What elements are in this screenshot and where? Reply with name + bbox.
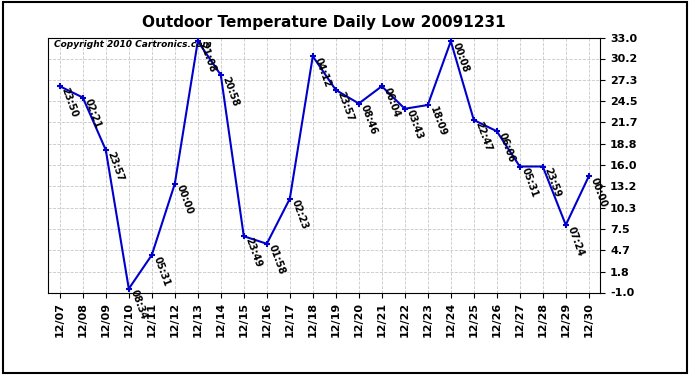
Text: 05:31: 05:31 <box>152 255 172 288</box>
Text: 03:43: 03:43 <box>405 109 425 141</box>
Text: 23:59: 23:59 <box>543 166 563 199</box>
Text: Copyright 2010 Cartronics.com: Copyright 2010 Cartronics.com <box>54 40 212 49</box>
Text: 21:08: 21:08 <box>198 41 218 74</box>
Text: 00:00: 00:00 <box>175 184 195 216</box>
Text: Outdoor Temperature Daily Low 20091231: Outdoor Temperature Daily Low 20091231 <box>143 15 506 30</box>
Text: 18:09: 18:09 <box>428 105 448 138</box>
Text: 23:50: 23:50 <box>60 86 80 119</box>
Text: 02:23: 02:23 <box>290 199 310 231</box>
Text: 07:24: 07:24 <box>566 225 586 258</box>
Text: 06:06: 06:06 <box>497 131 517 164</box>
Text: 20:58: 20:58 <box>221 75 241 108</box>
Text: 06:04: 06:04 <box>382 86 402 119</box>
Text: 04:12: 04:12 <box>313 56 333 89</box>
Text: 23:57: 23:57 <box>336 90 356 123</box>
Text: 08:34: 08:34 <box>129 289 149 321</box>
Text: 00:00: 00:00 <box>589 176 609 209</box>
Text: 02:21: 02:21 <box>83 98 103 130</box>
Text: 23:49: 23:49 <box>244 236 264 269</box>
Text: 08:46: 08:46 <box>359 104 379 136</box>
Text: 22:47: 22:47 <box>474 120 494 153</box>
Text: 00:08: 00:08 <box>451 41 471 74</box>
Text: 05:31: 05:31 <box>520 166 540 199</box>
Text: 23:57: 23:57 <box>106 150 126 183</box>
Text: 01:58: 01:58 <box>267 244 287 276</box>
